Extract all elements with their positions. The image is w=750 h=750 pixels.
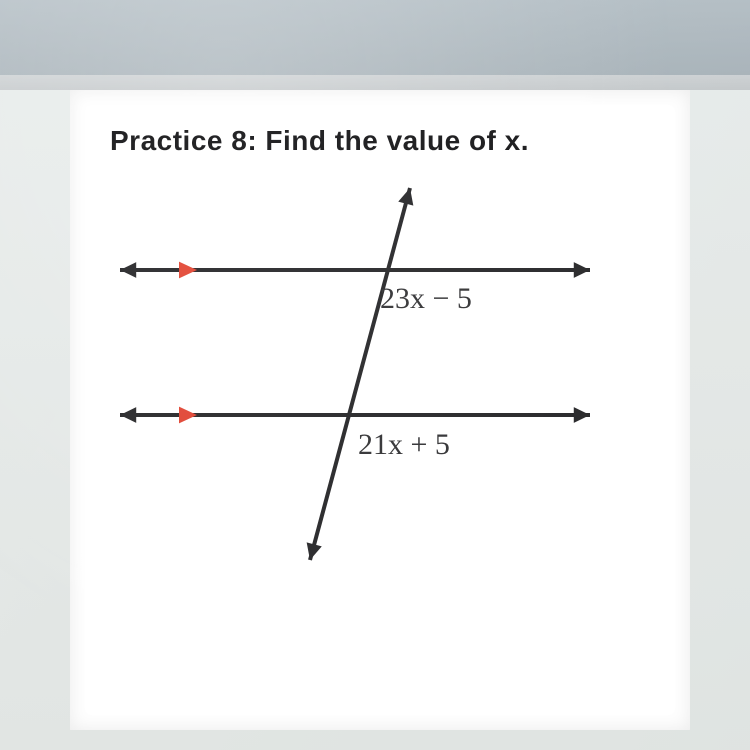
title-prefix: Practice 8: [110,125,257,156]
angle-diagram: 23x − 5 21x + 5 [90,170,630,590]
title-text: Find the value of x. [257,125,529,156]
diagram-svg [90,170,630,590]
angle-label-top: 23x − 5 [380,282,472,316]
problem-title: Practice 8: Find the value of x. [110,125,529,157]
angle-label-bottom: 21x + 5 [358,428,450,462]
